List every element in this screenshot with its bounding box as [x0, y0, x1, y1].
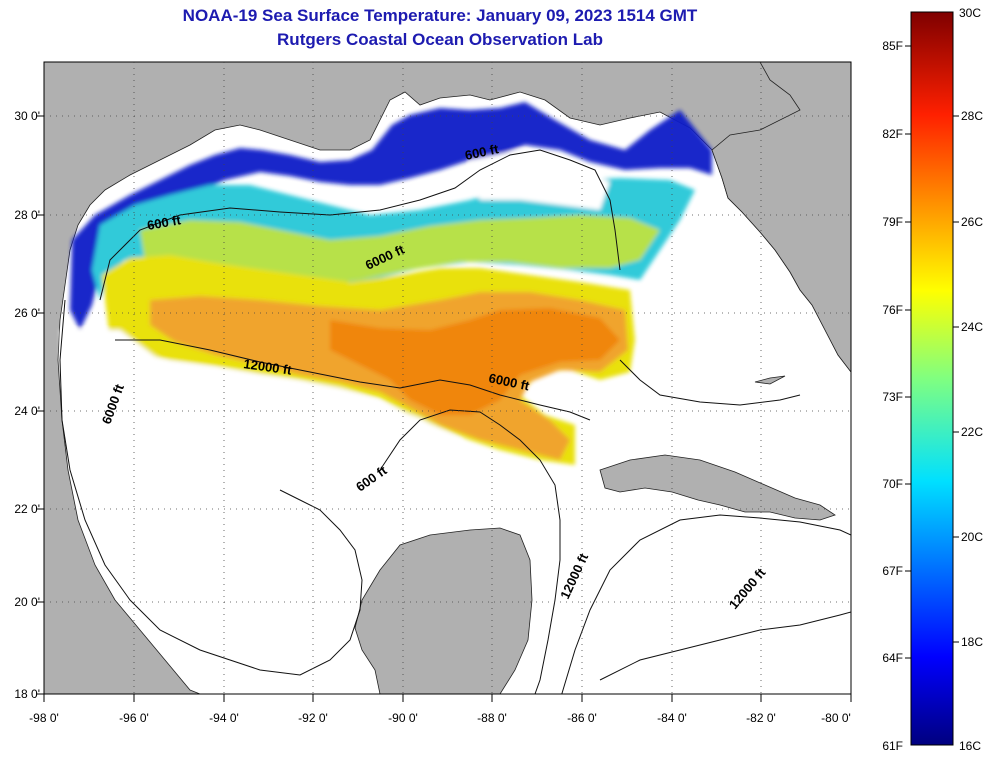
- colorbar-f-label: 70F: [882, 477, 903, 491]
- colorbar-ticks: [905, 45, 959, 659]
- lon-label: -84 0': [657, 711, 687, 725]
- lat-label: 22 0': [14, 502, 40, 516]
- colorbar-f-label: 73F: [882, 390, 903, 404]
- lon-label: -98 0': [29, 711, 59, 725]
- lon-label: -90 0': [388, 711, 418, 725]
- contour-label: 600 ft: [464, 141, 501, 163]
- lon-label: -94 0': [209, 711, 239, 725]
- colorbar-c-label: 28C: [961, 109, 983, 123]
- colorbar-labels: 30C 28C 26C 24C 22C 20C 18C 16C: [959, 6, 983, 753]
- map-subtitle: Rutgers Coastal Ocean Observation Lab: [277, 30, 603, 49]
- contour-label: 12000 ft: [243, 356, 294, 378]
- contour-label: 600 ft: [146, 212, 183, 233]
- colorbar-f-label: 82F: [882, 127, 903, 141]
- colorbar-max-c: 30C: [959, 6, 981, 20]
- bathymetry-contours: [59, 149, 851, 694]
- colorbar-c-label: 24C: [961, 320, 983, 334]
- colorbar-f-labels: 85F 82F 79F 76F 73F 70F 67F 64F 61F: [882, 39, 903, 753]
- map-title: NOAA-19 Sea Surface Temperature: January…: [182, 6, 698, 25]
- colorbar-f-label: 64F: [882, 651, 903, 665]
- lon-label: -82 0': [746, 711, 776, 725]
- lon-label: -92 0': [298, 711, 328, 725]
- lat-label: 20 0': [14, 595, 40, 609]
- colorbar-f-label: 67F: [882, 564, 903, 578]
- colorbar-f-label: 85F: [882, 39, 903, 53]
- colorbar: [910, 11, 954, 746]
- sst-data: [60, 102, 712, 500]
- lon-label: -80 0': [821, 711, 851, 725]
- colorbar-c-label: 18C: [961, 635, 983, 649]
- lat-label: 24 0': [14, 404, 40, 418]
- lon-labels: -98 0' -96 0' -94 0' -92 0' -90 0' -88 0…: [29, 711, 851, 725]
- colorbar-f-label: 79F: [882, 215, 903, 229]
- map-frame: [43, 61, 852, 695]
- colorbar-c-label: 22C: [961, 425, 983, 439]
- lat-label: 30 0': [14, 109, 40, 123]
- colorbar-f-label: 76F: [882, 303, 903, 317]
- grid: [44, 62, 851, 694]
- lon-label: -96 0': [119, 711, 149, 725]
- lat-label: 26 0': [14, 306, 40, 320]
- lon-label: -88 0': [477, 711, 507, 725]
- colorbar-min-c: 16C: [959, 739, 981, 753]
- lon-label: -86 0': [567, 711, 597, 725]
- lat-labels: 30 0' 28 0' 26 0' 24 0' 22 0' 20 0' 18 0…: [14, 109, 40, 701]
- ticks: [36, 115, 852, 702]
- colorbar-f-label: 61F: [882, 739, 903, 753]
- lat-label: 18 0': [14, 687, 40, 701]
- colorbar-c-label: 26C: [961, 215, 983, 229]
- colorbar-c-label: 20C: [961, 530, 983, 544]
- lat-label: 28 0': [14, 208, 40, 222]
